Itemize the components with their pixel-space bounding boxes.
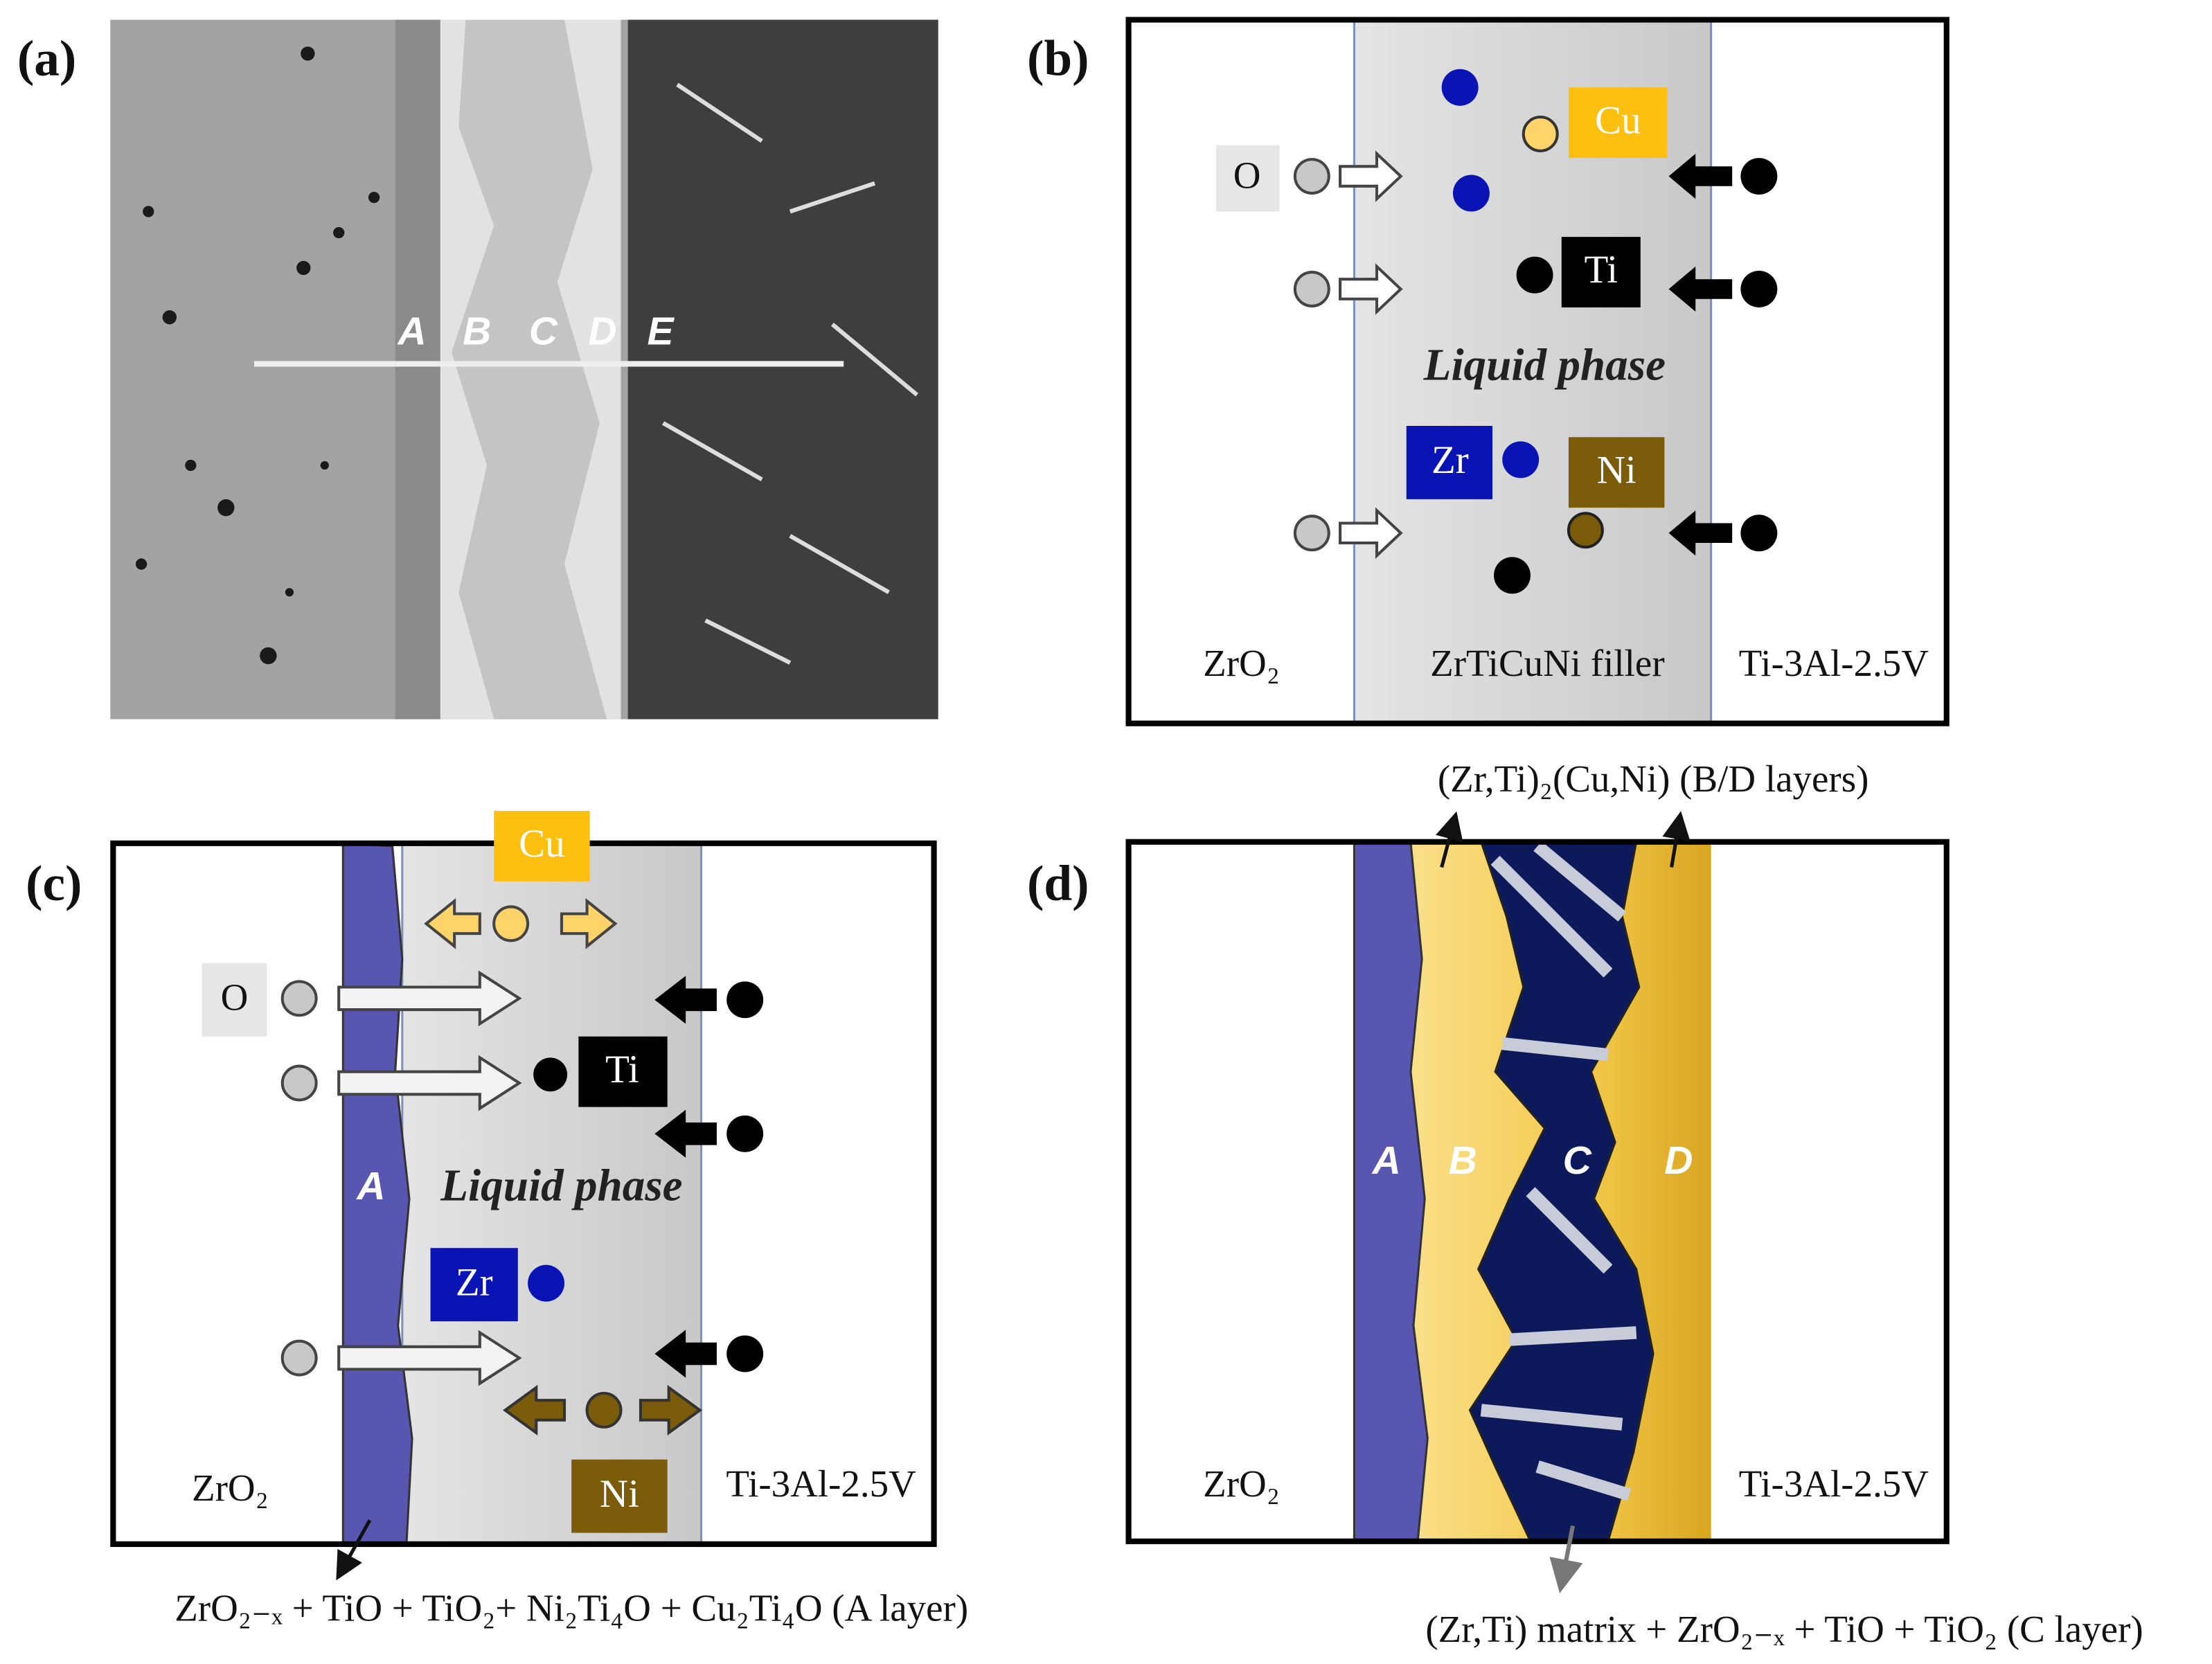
- region-label: ZrO₂: [1203, 642, 1280, 684]
- element-label: Zr: [1431, 438, 1469, 482]
- panel-label: (a): [17, 30, 76, 86]
- panel-b: (b) O Cu Ti Zr Ni Liquid phase ZrO₂ ZrTi…: [1027, 17, 1950, 726]
- annotation-arrow: [1436, 811, 1463, 868]
- layer-label: E: [647, 310, 675, 354]
- element-box: [1568, 437, 1665, 508]
- oxygen-atoms: [1293, 158, 1330, 552]
- ni-diffusion: [503, 1384, 702, 1436]
- cu-diffusion: [424, 898, 618, 949]
- layer-label: A: [1371, 1138, 1401, 1183]
- element-box: [494, 810, 590, 882]
- phase-label: Liquid phase: [1423, 341, 1666, 391]
- ti-atom: [1516, 256, 1553, 294]
- element-box: [1561, 237, 1641, 307]
- phase-label: Liquid phase: [440, 1161, 682, 1211]
- hollow-arrows: [1339, 150, 1403, 560]
- panel-label: (b): [1027, 30, 1089, 86]
- layer-label: B: [463, 310, 491, 354]
- oxygen-flux: [280, 970, 522, 1386]
- element-label: Ti: [605, 1048, 639, 1091]
- region-label: ZrTiCuNi filler: [1430, 642, 1664, 684]
- panel-c: (c) A Cu O Ti Liquid phase Zr: [26, 810, 968, 1629]
- element-box: [202, 963, 267, 1037]
- element-label: Cu: [519, 822, 565, 866]
- layer-label: C: [529, 310, 558, 354]
- annotation: (Zr,Ti) matrix + ZrO₂₋ₓ + TiO + TiO₂ (C …: [1425, 1608, 2143, 1650]
- panel-label: (d): [1027, 855, 1089, 911]
- e-needles: [662, 82, 919, 665]
- element-label: O: [221, 976, 249, 1018]
- cu-atom: [1522, 115, 1559, 152]
- region-label: Ti-3Al-2.5V: [1739, 1462, 1929, 1505]
- frame: [1125, 839, 1950, 1544]
- ti-atom: [1494, 557, 1531, 594]
- annotation-arrow: [1549, 1525, 1583, 1593]
- liquid: [401, 842, 703, 1546]
- layer-c-region: [452, 19, 607, 719]
- panel-label: (c): [26, 855, 82, 911]
- region-label: ZrO₂: [192, 1467, 269, 1509]
- panel-a: (a) A B C D E: [17, 19, 938, 719]
- c-lamellae: [1480, 841, 1637, 1501]
- element-box: [1406, 426, 1492, 499]
- region-label: Ti-3Al-2.5V: [1739, 642, 1929, 684]
- layer-label: A: [396, 310, 426, 354]
- layer-a-region: [395, 19, 440, 719]
- ni-atom: [1567, 512, 1604, 549]
- layer-a: [1353, 841, 1429, 1543]
- layer-label: A: [355, 1164, 385, 1208]
- layer-e-region: [627, 19, 938, 719]
- layer-label: B: [1449, 1138, 1477, 1183]
- layer-label: D: [588, 310, 616, 354]
- element-box: [1568, 87, 1668, 159]
- annotation: ZrO₂₋ₓ + TiO + TiO₂+ Ni₂Ti₄O + Cu₂Ti₄O (…: [175, 1586, 968, 1629]
- annotation-arrow: [1662, 811, 1691, 868]
- element-label: Ti: [1584, 248, 1618, 292]
- layer-label: D: [1664, 1138, 1693, 1183]
- element-label: Zr: [456, 1260, 493, 1304]
- ti-flux: [1668, 153, 1778, 556]
- panel-d: (d) A B C D ZrO₂ Ti-3Al-2.5V (Zr,Ti)₂(Cu…: [1027, 758, 2143, 1650]
- annotation-arrow: [336, 1519, 372, 1581]
- element-box: [571, 1459, 668, 1533]
- zr-atoms: [1441, 69, 1540, 478]
- element-box: [578, 1036, 668, 1107]
- element-label: Cu: [1595, 98, 1641, 142]
- element-box: [430, 1248, 518, 1322]
- element-label: O: [1233, 154, 1261, 196]
- region-label: ZrO₂: [1203, 1462, 1280, 1505]
- region-label: Ti-3Al-2.5V: [726, 1462, 916, 1505]
- layer-label: C: [1563, 1138, 1592, 1183]
- zr-atom: [528, 1264, 565, 1302]
- element-box: [1215, 145, 1280, 212]
- annotation: (Zr,Ti)₂(Cu,Ni) (B/D layers): [1438, 758, 1869, 800]
- element-label: Ni: [1597, 448, 1636, 492]
- frame: [1125, 17, 1950, 726]
- pores: [135, 46, 380, 665]
- element-label: Ni: [600, 1472, 639, 1516]
